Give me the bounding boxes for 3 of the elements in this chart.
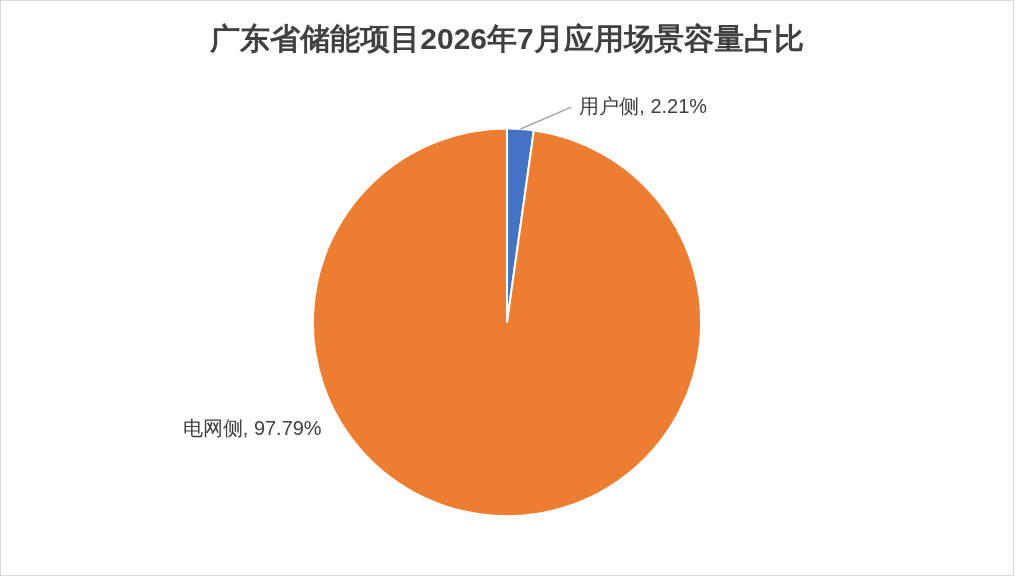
slice-label: 电网侧, 97.79% <box>182 416 322 439</box>
chart-title: 广东省储能项目2026年7月应用场景容量占比 <box>209 22 804 56</box>
slice-label: 用户侧, 2.21% <box>579 94 708 117</box>
